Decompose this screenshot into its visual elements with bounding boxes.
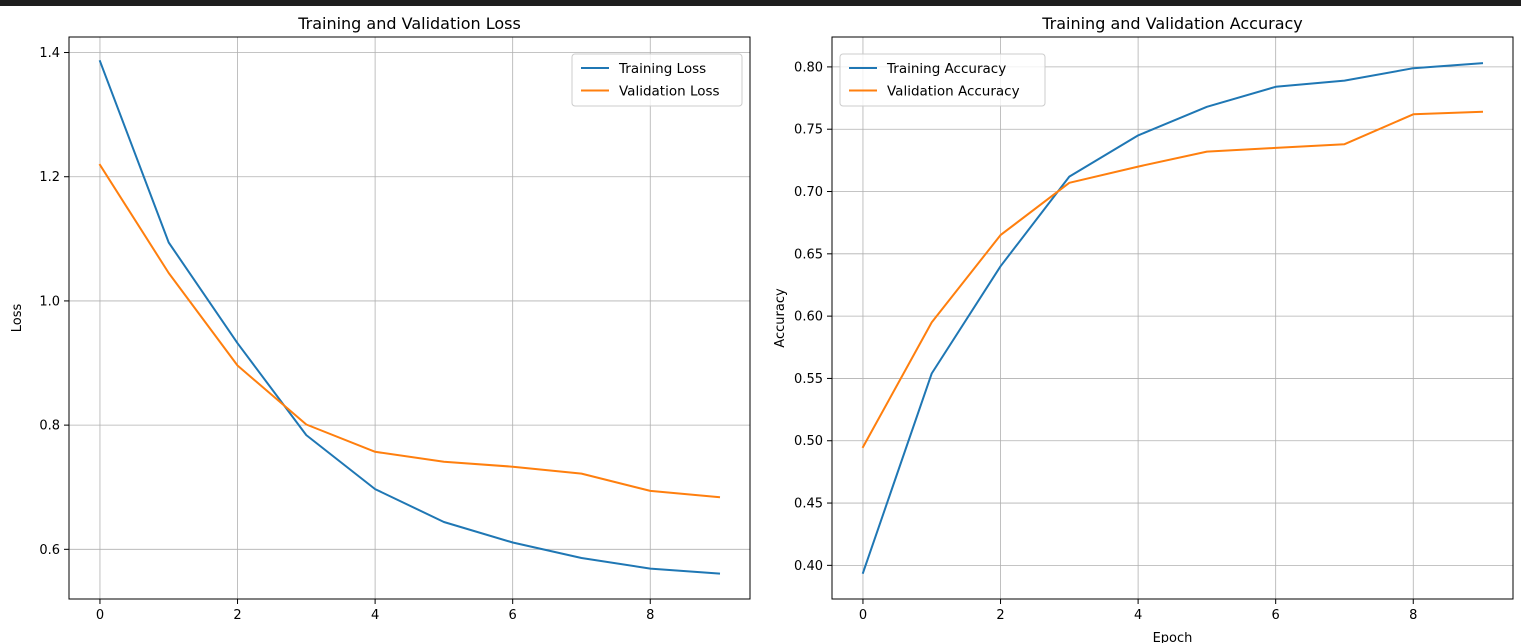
- loss-y-tick-label: 1.2: [39, 170, 60, 185]
- accuracy-x-tick-label: 4: [1134, 608, 1142, 623]
- accuracy-legend-box: [839, 53, 1046, 107]
- loss-series: [98, 59, 721, 575]
- accuracy-chart-title: Training and Validation Accuracy: [1041, 14, 1303, 33]
- accuracy-x-tick-label: 0: [859, 608, 867, 623]
- accuracy-x-tick-label: 2: [996, 608, 1004, 623]
- loss-y-tick-label: 0.8: [39, 419, 60, 434]
- accuracy-y-tick-label: 0.70: [794, 185, 823, 200]
- loss-y-axis-label: Loss: [10, 304, 25, 333]
- accuracy-gridlines: [832, 37, 1513, 599]
- accuracy-legend: Training Accuracy Validation Accuracy: [839, 53, 1046, 107]
- accuracy-series: [861, 62, 1484, 575]
- accuracy-axes-frame: [831, 36, 1514, 600]
- accuracy-y-tick-label: 0.80: [794, 60, 823, 75]
- accuracy-ticks: 0 2 4 6 8 0.40 0.45 0.50 0.55 0.60 0.65 0.70 0.75 0.8…: [794, 60, 1417, 623]
- loss-axes-frame: [68, 36, 751, 600]
- accuracy-y-axis-label: Accuracy: [773, 288, 788, 348]
- accuracy-y-tick-label: 0.60: [794, 310, 823, 325]
- loss-chart: Training and Validation Loss Loss 0 2 4 6 80…: [10, 14, 751, 623]
- accuracy-x-tick-label: 8: [1409, 608, 1417, 623]
- accuracy-y-tick-label: 0.50: [794, 434, 823, 449]
- loss-x-tick-label: 2: [233, 608, 241, 623]
- loss-x-tick-label: 4: [371, 608, 379, 623]
- accuracy-series-line-validation: [861, 110, 1484, 449]
- accuracy-legend-label-validation: Validation Accuracy: [887, 84, 1020, 100]
- loss-y-tick-label: 0.6: [39, 543, 60, 558]
- accuracy-series-line-training: [861, 62, 1484, 575]
- accuracy-x-axis-label: Epoch: [1153, 631, 1193, 643]
- accuracy-y-tick-label: 0.45: [794, 497, 823, 512]
- loss-x-tick-label: 6: [509, 608, 517, 623]
- loss-series-line-training: [98, 59, 721, 575]
- accuracy-y-tick-label: 0.65: [794, 247, 823, 262]
- loss-y-tick-label: 1.4: [39, 46, 60, 61]
- loss-legend: Training Loss Validation Loss: [571, 53, 743, 107]
- accuracy-y-tick-label: 0.40: [794, 559, 823, 574]
- loss-x-tick-label: 8: [646, 608, 654, 623]
- loss-legend-box: [571, 53, 743, 107]
- loss-legend-label-training: Training Loss: [618, 61, 706, 77]
- accuracy-chart: Training and Validation Accuracy Accurac…: [773, 14, 1514, 643]
- loss-gridlines: [69, 37, 750, 599]
- accuracy-legend-label-training: Training Accuracy: [886, 61, 1006, 77]
- loss-ticks: 0 2 4 6 8 0.6 0.8 1.0 1.2 1.4: [39, 46, 654, 623]
- loss-legend-label-validation: Validation Loss: [619, 84, 720, 100]
- loss-chart-title: Training and Validation Loss: [297, 14, 521, 33]
- loss-x-tick-label: 0: [96, 608, 104, 623]
- accuracy-y-tick-label: 0.75: [794, 123, 823, 138]
- figure-canvas: Training and Validation Loss Loss 0 2 4 6 80…: [10, 14, 1514, 643]
- loss-series-line-validation: [98, 163, 721, 499]
- accuracy-x-tick-label: 6: [1272, 608, 1280, 623]
- accuracy-y-tick-label: 0.55: [794, 372, 823, 387]
- loss-y-tick-label: 1.0: [39, 294, 60, 309]
